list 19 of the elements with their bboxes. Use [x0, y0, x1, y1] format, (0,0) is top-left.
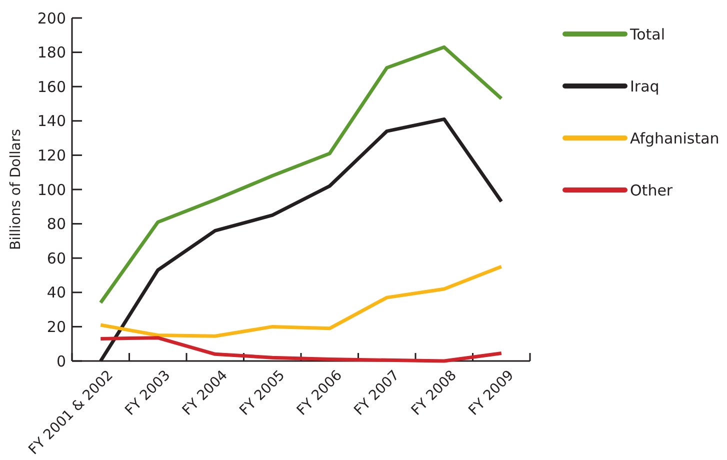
- y-axis-title: Billions of Dollars: [8, 128, 24, 250]
- line-series: [98, 45, 504, 304]
- y-tick-label: 160: [37, 78, 66, 96]
- legend-label: Other: [630, 181, 674, 200]
- y-tick-label: 20: [46, 318, 66, 336]
- y-tick-label: 140: [37, 112, 66, 130]
- y-tick-label: 0: [56, 352, 66, 370]
- legend-label: Iraq: [630, 77, 660, 96]
- y-tick-label: 100: [37, 180, 66, 199]
- line-series: [98, 264, 504, 338]
- y-tick-label: 200: [37, 9, 66, 28]
- legend-label: Total: [629, 25, 666, 44]
- y-tick-label: 80: [46, 215, 66, 234]
- y-tick-label: 40: [46, 284, 66, 302]
- line-series: [98, 336, 504, 363]
- y-tick-label: 120: [37, 146, 66, 164]
- legend-label: Afghanistan: [630, 129, 720, 148]
- y-tick-label: 180: [37, 44, 66, 62]
- y-tick-label: 60: [46, 249, 66, 268]
